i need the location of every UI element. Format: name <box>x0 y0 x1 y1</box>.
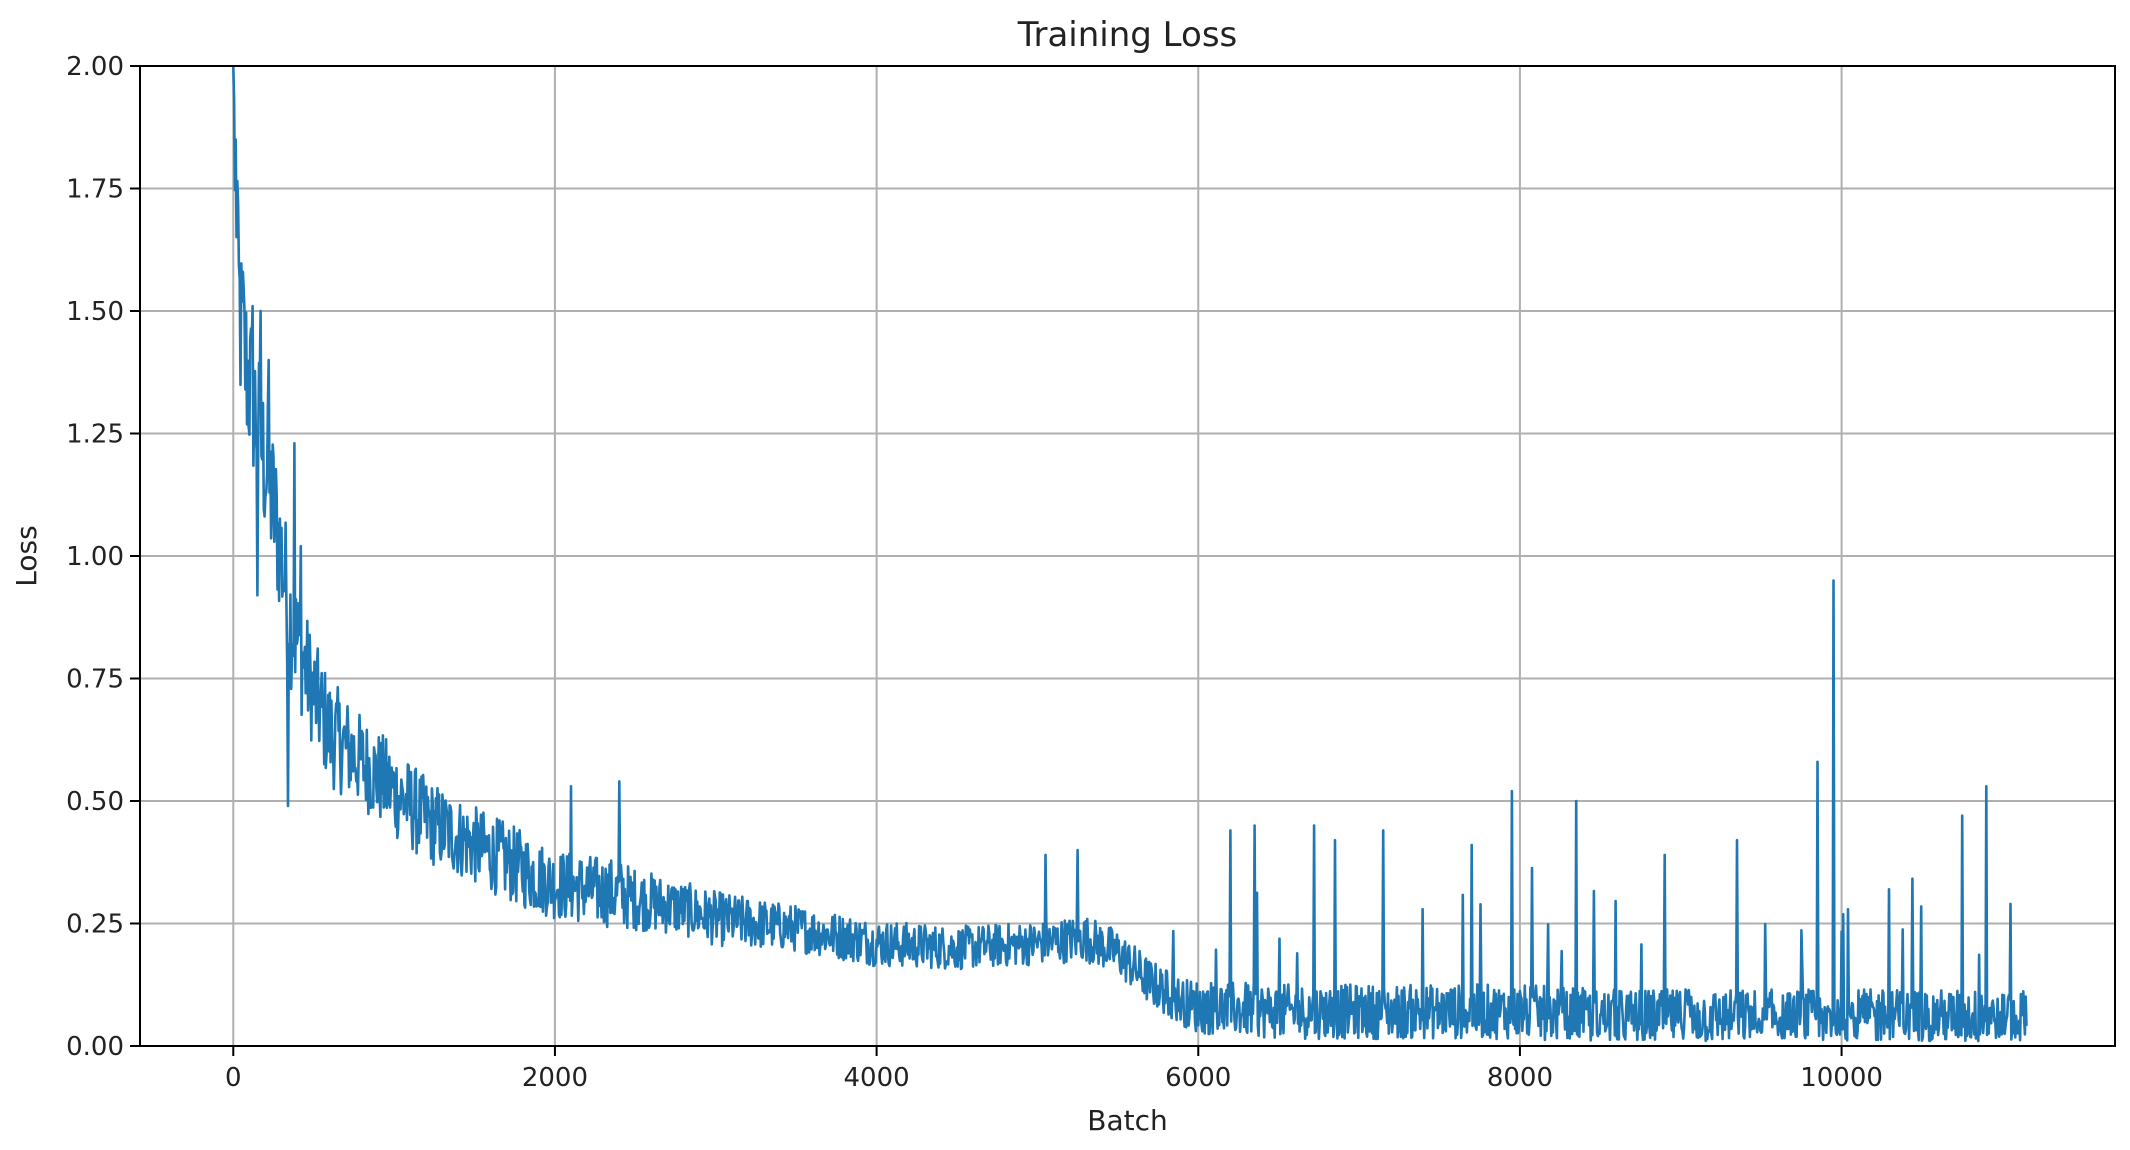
x-tick-label: 6000 <box>1165 1063 1231 1093</box>
x-axis-label: Batch <box>1087 1104 1168 1137</box>
y-tick-label: 0.50 <box>66 787 124 817</box>
y-tick-label: 1.50 <box>66 297 124 327</box>
series-line <box>232 65 2028 1043</box>
x-tick-label: 0 <box>225 1063 242 1093</box>
x-tick-label: 4000 <box>844 1063 910 1093</box>
y-tick-label: 1.25 <box>66 420 124 450</box>
y-tick-label: 1.00 <box>66 542 124 572</box>
y-tick-label: 1.75 <box>66 175 124 205</box>
y-tick-label: 0.25 <box>66 910 124 940</box>
chart-title: Training Loss <box>1017 15 1238 55</box>
y-tick-label: 0.75 <box>66 665 124 695</box>
x-tick-label: 2000 <box>522 1063 588 1093</box>
y-tick-label: 0.00 <box>66 1032 124 1062</box>
grid-lines <box>140 65 2115 1047</box>
axis-ticks: 0 2000 4000 6000 8000 10000 0.00 0.25 0.50 0.75 1.… <box>66 52 1883 1093</box>
x-tick-label: 10000 <box>1800 1063 1883 1093</box>
loss-series-path <box>232 65 2028 1043</box>
x-tick-label: 8000 <box>1487 1063 1553 1093</box>
y-tick-label: 2.00 <box>66 52 124 82</box>
y-axis-label: Loss <box>10 525 43 586</box>
